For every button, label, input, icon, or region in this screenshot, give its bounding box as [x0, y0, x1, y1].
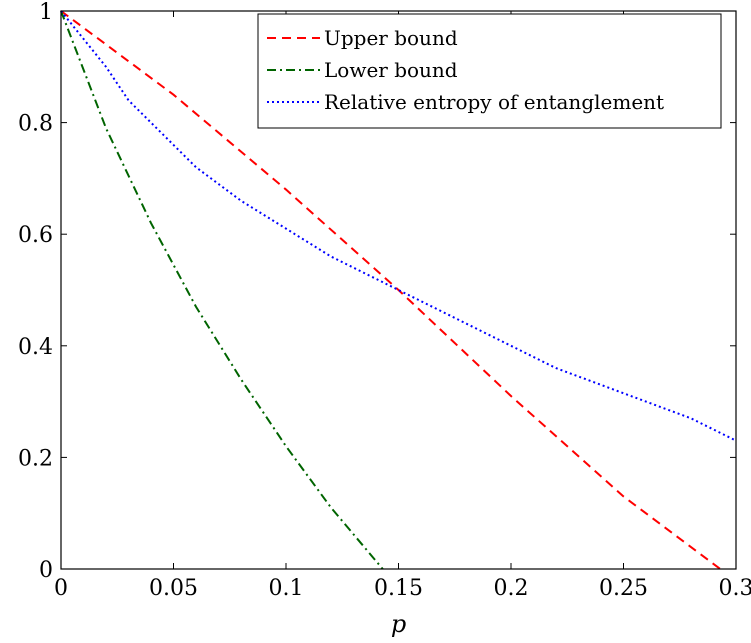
legend-label-lower-bound: Lower bound — [324, 58, 458, 82]
axis-ticks: 0 0.05 0.1 0.15 0.2 0.25 0.3 0 0.2 0.4 0.6 0.8 1 — [18, 0, 751, 601]
x-tick-label: 0.25 — [599, 576, 648, 601]
y-tick-label: 0.4 — [18, 335, 53, 360]
legend-label-relative-entropy: Relative entropy of entanglement — [324, 90, 664, 114]
legend-box — [257, 13, 722, 129]
x-tick-label: 0.05 — [149, 576, 198, 601]
legend-label-upper-bound: Upper bound — [324, 26, 458, 50]
y-tick-label: 0.8 — [18, 112, 53, 137]
series-line-1 — [60, 10, 384, 570]
legend: Upper bound Lower bound Relative entropy… — [257, 13, 722, 129]
data-series-group — [60, 10, 737, 570]
x-tick-label: 0.15 — [374, 576, 423, 601]
y-tick-label: 0 — [39, 558, 53, 583]
y-tick-label: 0.6 — [18, 223, 53, 248]
series-line-0 — [60, 10, 721, 570]
x-tick-label: 0.2 — [494, 576, 529, 601]
x-tick-label: 0.1 — [269, 576, 304, 601]
y-tick-label: 0.2 — [18, 446, 53, 471]
x-axis-label: p — [391, 610, 406, 638]
x-tick-label: 0 — [54, 576, 68, 601]
y-tick-label: 1 — [39, 0, 53, 25]
x-tick-label: 0.3 — [719, 576, 751, 601]
